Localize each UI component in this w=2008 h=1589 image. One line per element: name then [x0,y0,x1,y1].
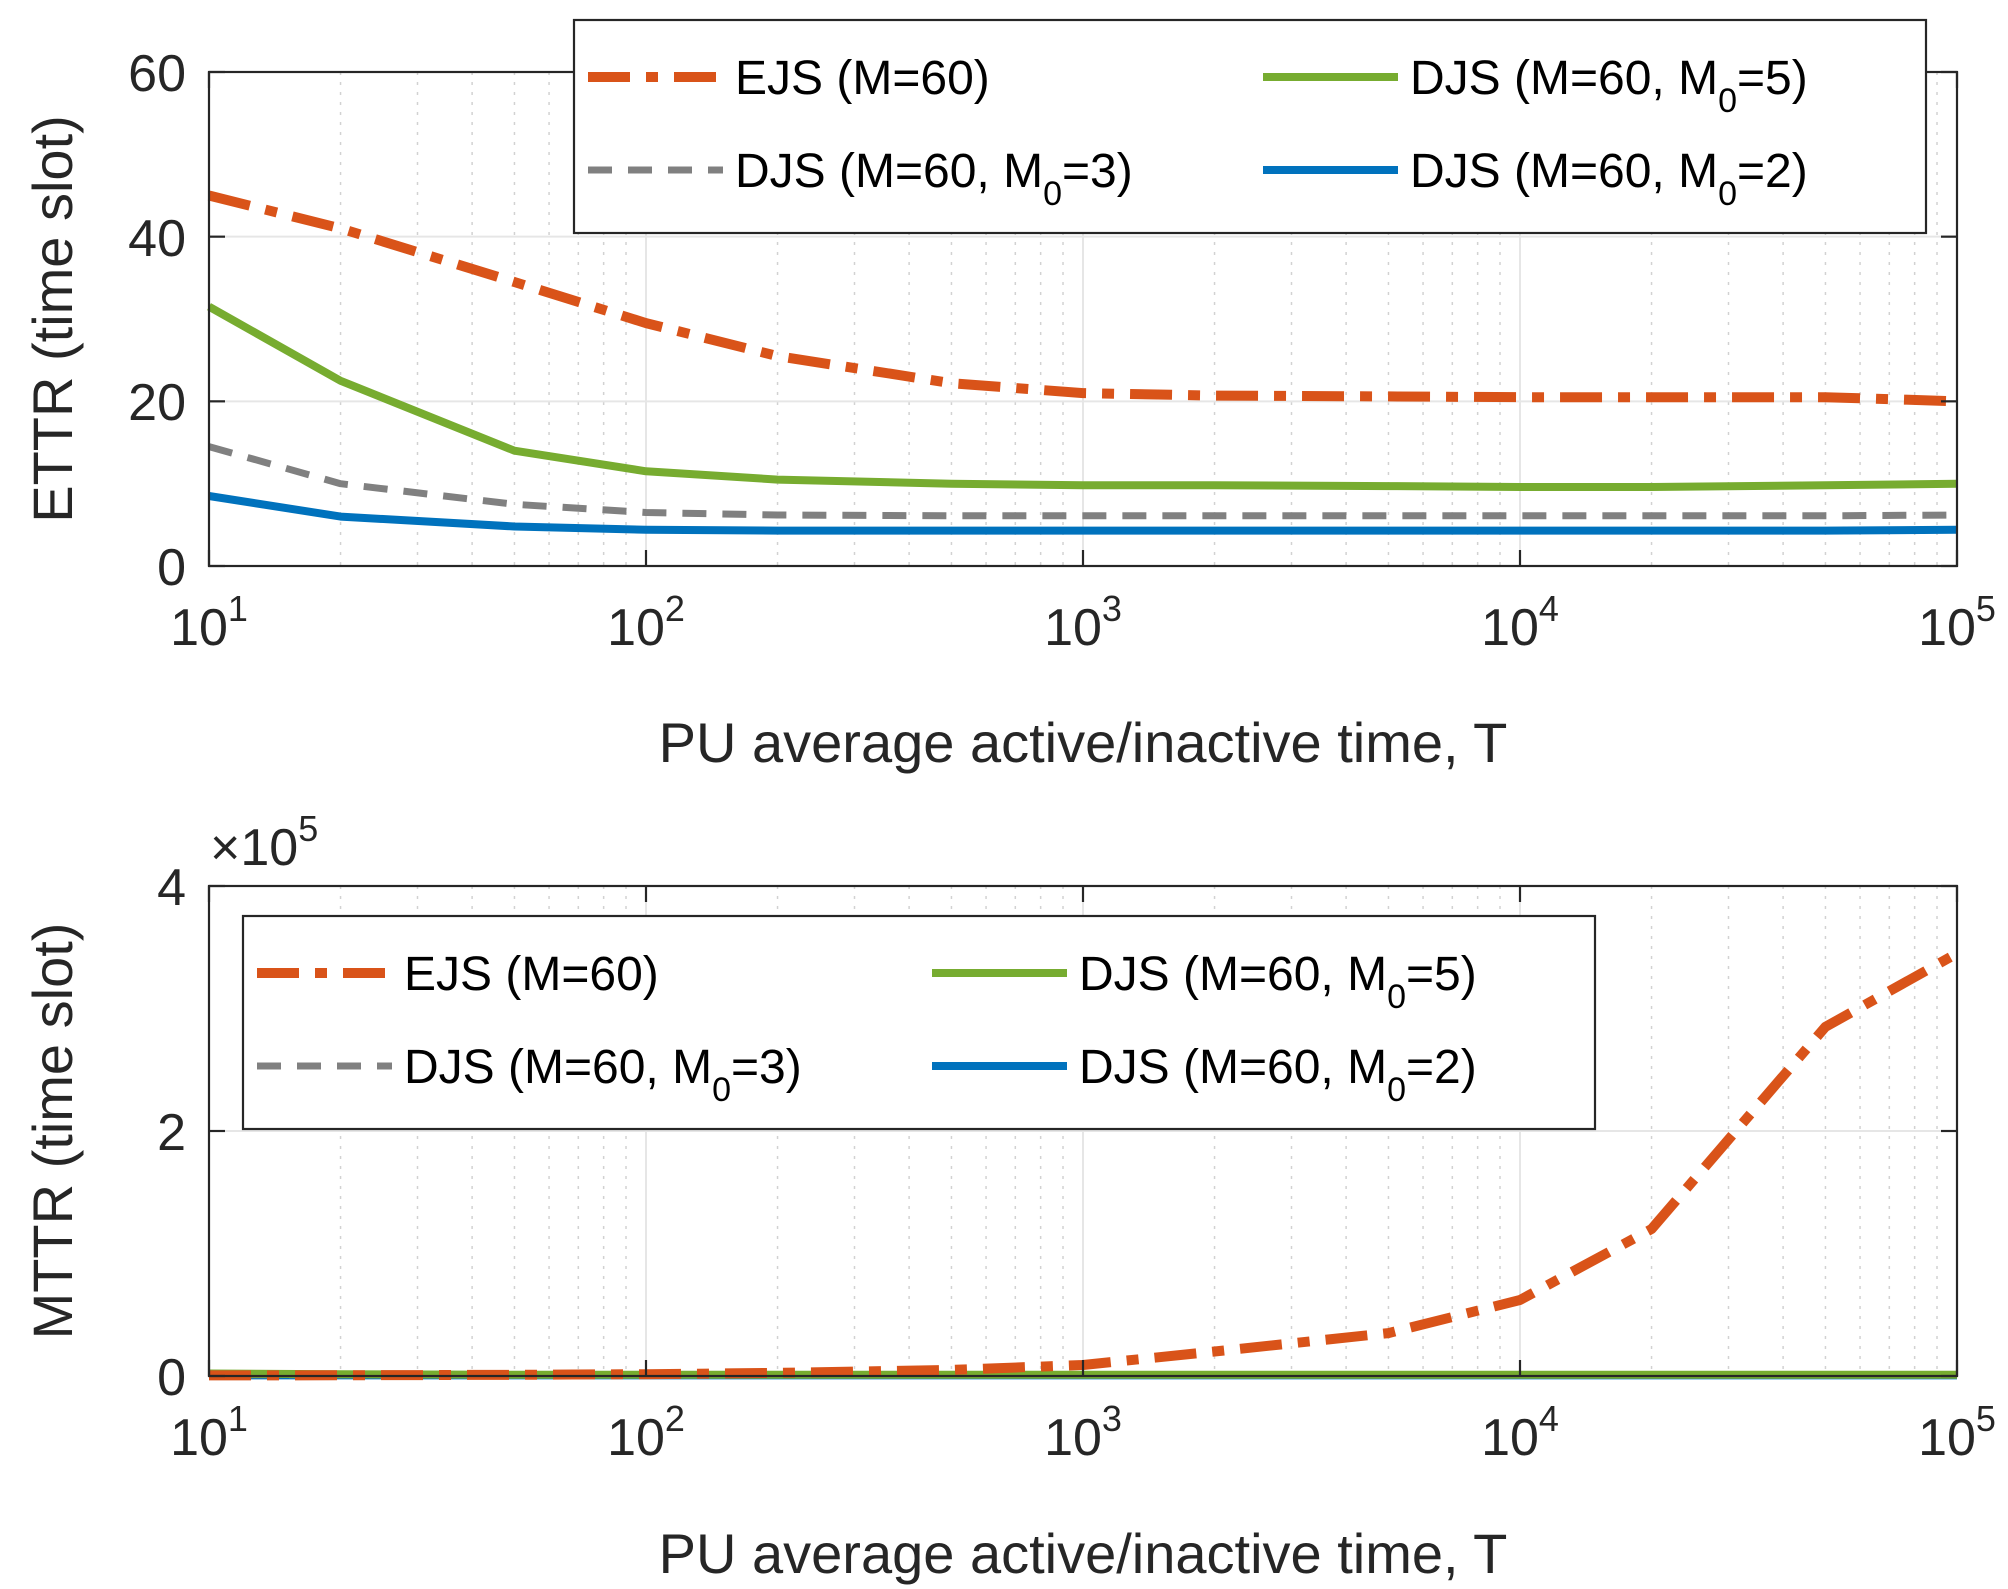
chart-ettr-y-tick-labels: 0 20 40 60 [128,45,186,597]
chart-ettr-legend-box [572,18,1928,235]
chart-ettr-x-tick-5: 105 [1918,588,1996,657]
chart-mttr-ticks [207,884,1959,1378]
chart-ettr-series-line-3 [208,443,1958,520]
chart-ettr: 0 20 40 60 101 102 103 104 105 PU averag… [21,18,1996,774]
chart-mttr-y-tick-labels: 0 2 4 [157,859,186,1407]
chart-ettr-y-axis-label: ETTR (time slot) [21,115,84,523]
chart-mttr-y-tick-2: 2 [157,1104,186,1162]
chart-ettr-legend: EJS (M=60) DJS (M=60, M0=5) DJS (M=60, M… [572,18,1928,235]
chart-mttr: ×105 0 2 4 101 102 103 104 105 PU averag… [21,808,1996,1585]
chart-mttr-legend-label-djs-m0-5: DJS (M=60, M0=5) [1079,948,1477,1016]
chart-ettr-legend-label-djs-m0-2: DJS (M=60, M0=2) [1410,145,1808,213]
chart-ettr-series-line-2 [207,303,1958,491]
chart-mttr-x-tick-3: 103 [1044,1398,1122,1467]
chart-mttr-y-multiplier: ×105 [210,808,318,877]
chart-mttr-legend: EJS (M=60) DJS (M=60, M0=5) DJS (M=60, M… [241,914,1597,1131]
chart-mttr-legend-label-djs-m0-3: DJS (M=60, M0=3) [404,1041,802,1109]
chart-mttr-x-tick-labels: 101 102 103 104 105 [170,1398,1996,1467]
chart-mttr-x-axis-label: PU average active/inactive time, T [659,1522,1508,1585]
chart-ettr-legend-label-djs-m0-3: DJS (M=60, M0=3) [735,145,1133,213]
chart-mttr-x-tick-1: 101 [170,1398,248,1467]
chart-mttr-y-tick-0: 0 [157,1349,186,1407]
chart-mttr-y-tick-4: 4 [157,859,186,917]
chart-ettr-x-tick-3: 103 [1044,588,1122,657]
chart-ettr-legend-label-ejs: EJS (M=60) [735,52,990,105]
chart-mttr-y-axis-label: MTTR (time slot) [21,923,84,1340]
chart-mttr-x-tick-5: 105 [1918,1398,1996,1467]
chart-ettr-series-line-4 [208,492,1958,535]
chart-ettr-y-tick-20: 20 [128,374,186,432]
chart-ettr-legend-swatches [588,72,1398,174]
chart-ettr-y-tick-0: 0 [157,539,186,597]
chart-ettr-x-tick-labels: 101 102 103 104 105 [170,588,1996,657]
chart-ettr-y-tick-40: 40 [128,210,186,268]
chart-mttr-legend-box [241,914,1597,1131]
chart-ettr-x-tick-4: 104 [1481,588,1559,657]
chart-ettr-x-tick-1: 101 [170,588,248,657]
chart-mttr-legend-label-djs-m0-2: DJS (M=60, M0=2) [1079,1041,1477,1109]
chart-mttr-x-tick-2: 102 [607,1398,685,1467]
chart-mttr-legend-swatches [257,968,1067,1070]
chart-ettr-series-line-1 [207,190,1958,407]
chart-ettr-legend-label-djs-m0-5: DJS (M=60, M0=5) [1410,52,1808,120]
chart-ettr-y-tick-60: 60 [128,45,186,103]
chart-ettr-x-axis-label: PU average active/inactive time, T [659,711,1508,774]
chart-ettr-x-tick-2: 102 [607,588,685,657]
chart-ettr-series [207,190,1958,535]
chart-mttr-x-tick-4: 104 [1481,1398,1559,1467]
chart-mttr-legend-label-ejs: EJS (M=60) [404,948,659,1001]
